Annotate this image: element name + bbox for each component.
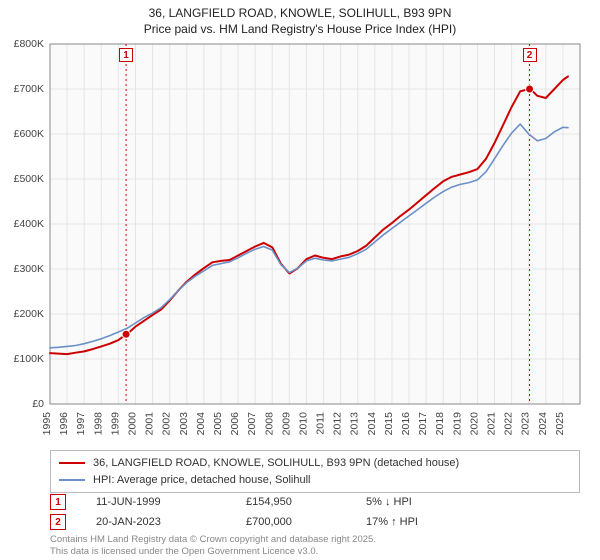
svg-text:£200K: £200K <box>14 308 44 320</box>
sale-badge: 1 <box>50 494 66 510</box>
svg-text:£0: £0 <box>32 398 44 410</box>
sale-delta: 17% ↑ HPI <box>366 516 486 528</box>
svg-text:£300K: £300K <box>14 263 44 275</box>
chart-container: 36, LANGFIELD ROAD, KNOWLE, SOLIHULL, B9… <box>0 0 600 560</box>
svg-text:2003: 2003 <box>178 412 190 436</box>
svg-text:£100K: £100K <box>14 353 44 365</box>
chart-title-block: 36, LANGFIELD ROAD, KNOWLE, SOLIHULL, B9… <box>0 0 600 37</box>
svg-text:2010: 2010 <box>297 412 309 436</box>
svg-text:2025: 2025 <box>554 412 566 436</box>
attribution-line-1: Contains HM Land Registry data © Crown c… <box>50 534 580 546</box>
title-line-1: 36, LANGFIELD ROAD, KNOWLE, SOLIHULL, B9… <box>0 6 600 22</box>
svg-text:2013: 2013 <box>349 412 361 436</box>
svg-text:2015: 2015 <box>383 412 395 436</box>
svg-text:2014: 2014 <box>366 412 378 436</box>
svg-text:2018: 2018 <box>434 412 446 436</box>
svg-text:2006: 2006 <box>229 412 241 436</box>
chart-svg: £0£100K£200K£300K£400K£500K£600K£700K£80… <box>50 44 580 404</box>
svg-text:2024: 2024 <box>537 412 549 436</box>
svg-text:£700K: £700K <box>14 83 44 95</box>
svg-text:2001: 2001 <box>144 412 156 436</box>
svg-text:2020: 2020 <box>468 412 480 436</box>
svg-text:2022: 2022 <box>503 412 515 436</box>
svg-text:2011: 2011 <box>315 412 327 435</box>
attribution: Contains HM Land Registry data © Crown c… <box>50 534 580 559</box>
svg-text:£800K: £800K <box>14 38 44 50</box>
sale-date: 11-JUN-1999 <box>96 496 216 508</box>
svg-text:1995: 1995 <box>41 412 53 436</box>
svg-text:2021: 2021 <box>486 412 498 436</box>
svg-text:1999: 1999 <box>109 412 121 436</box>
svg-text:2023: 2023 <box>520 412 532 436</box>
svg-text:£400K: £400K <box>14 218 44 230</box>
svg-text:2000: 2000 <box>126 412 138 436</box>
chart-area: £0£100K£200K£300K£400K£500K£600K£700K£80… <box>50 44 580 404</box>
svg-text:2002: 2002 <box>161 412 173 436</box>
legend-swatch <box>59 462 85 464</box>
legend: 36, LANGFIELD ROAD, KNOWLE, SOLIHULL, B9… <box>50 450 580 493</box>
svg-text:1997: 1997 <box>75 412 87 436</box>
legend-row: HPI: Average price, detached house, Soli… <box>59 472 571 489</box>
svg-text:2012: 2012 <box>332 412 344 436</box>
svg-text:£600K: £600K <box>14 128 44 140</box>
svg-text:2019: 2019 <box>451 412 463 436</box>
svg-text:2004: 2004 <box>195 412 207 436</box>
event-marker-badge: 2 <box>523 48 537 62</box>
sale-row: 1 11-JUN-1999 £154,950 5% ↓ HPI <box>50 492 580 512</box>
sale-badge: 2 <box>50 514 66 530</box>
legend-row: 36, LANGFIELD ROAD, KNOWLE, SOLIHULL, B9… <box>59 455 571 472</box>
sale-price: £700,000 <box>246 516 336 528</box>
sale-delta: 5% ↓ HPI <box>366 496 486 508</box>
svg-text:2017: 2017 <box>417 412 429 436</box>
legend-swatch <box>59 479 85 481</box>
svg-text:1998: 1998 <box>92 412 104 436</box>
svg-text:1996: 1996 <box>58 412 70 436</box>
sale-date: 20-JAN-2023 <box>96 516 216 528</box>
legend-label: 36, LANGFIELD ROAD, KNOWLE, SOLIHULL, B9… <box>93 455 459 472</box>
sale-table: 1 11-JUN-1999 £154,950 5% ↓ HPI 2 20-JAN-2023… <box>50 492 580 532</box>
svg-text:2005: 2005 <box>212 412 224 436</box>
svg-text:2007: 2007 <box>246 412 258 436</box>
sale-price: £154,950 <box>246 496 336 508</box>
svg-text:2008: 2008 <box>263 412 275 436</box>
svg-text:£500K: £500K <box>14 173 44 185</box>
svg-text:2009: 2009 <box>280 412 292 436</box>
attribution-line-2: This data is licensed under the Open Gov… <box>50 546 580 558</box>
svg-text:2016: 2016 <box>400 412 412 436</box>
sale-row: 2 20-JAN-2023 £700,000 17% ↑ HPI <box>50 512 580 532</box>
event-marker-badge: 1 <box>119 48 133 62</box>
title-line-2: Price paid vs. HM Land Registry's House … <box>0 22 600 38</box>
legend-label: HPI: Average price, detached house, Soli… <box>93 472 311 489</box>
